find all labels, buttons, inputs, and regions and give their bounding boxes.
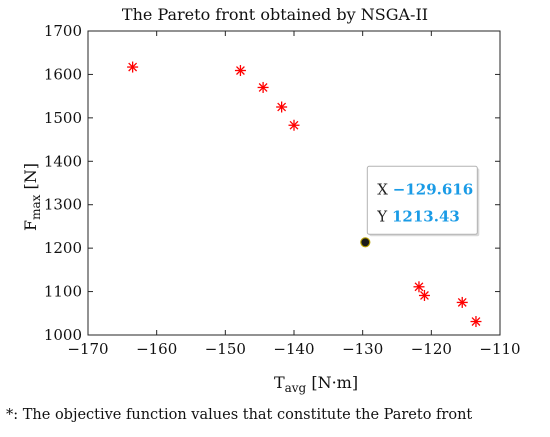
data-points bbox=[127, 61, 482, 328]
datatip-box bbox=[366, 165, 478, 235]
chart-title: The Pareto front obtained by NSGA-II bbox=[122, 5, 428, 24]
x-tick-label: −160 bbox=[136, 340, 177, 358]
y-axis-label: Fmax [N] bbox=[21, 163, 43, 231]
y-tick-label: 1100 bbox=[44, 283, 82, 301]
data-point-asterisk bbox=[288, 119, 300, 131]
y-axis-label-sub: max bbox=[29, 194, 43, 220]
x-tick-label: −130 bbox=[342, 340, 383, 358]
data-point-asterisk bbox=[127, 61, 139, 73]
y-tick-label: 1700 bbox=[44, 22, 82, 40]
x-axis-label: Tavg [N·m] bbox=[274, 373, 358, 395]
axes: −170 −160 −150 −140 −130 −120 −110 1000 1100 1200… bbox=[44, 22, 521, 358]
datatip-y-row-value: 1213.43 bbox=[392, 207, 460, 225]
y-tick-label: 1400 bbox=[44, 152, 82, 170]
footnote: *: The objective function values that co… bbox=[6, 407, 473, 423]
pareto-chart: The Pareto front obtained by NSGA-II Fma… bbox=[21, 5, 521, 395]
y-tick-label: 1600 bbox=[44, 65, 82, 83]
y-tick-label: 1000 bbox=[44, 326, 82, 344]
y-axis-label-main: F bbox=[21, 220, 40, 231]
data-point-asterisk bbox=[456, 296, 468, 308]
datatip-x-row-label: X bbox=[377, 180, 392, 198]
x-axis-label-unit: [N·m] bbox=[306, 373, 358, 392]
y-tick-label: 1300 bbox=[44, 196, 82, 214]
x-tick-label: −170 bbox=[67, 340, 108, 358]
datatip-y-row-label: Y bbox=[376, 207, 392, 225]
highlighted-data-point bbox=[360, 237, 371, 248]
datatip-x-row: X −129.616 bbox=[377, 180, 473, 198]
data-point-asterisk bbox=[413, 281, 425, 293]
datatip-x-row-value: −129.616 bbox=[393, 180, 473, 198]
x-axis-label-main: T bbox=[274, 373, 285, 392]
x-axis-label-sub: avg bbox=[285, 381, 307, 395]
x-tick-label: −150 bbox=[205, 340, 246, 358]
x-tick-label: −140 bbox=[273, 340, 314, 358]
data-point-asterisk bbox=[276, 101, 288, 113]
data-point-asterisk bbox=[418, 289, 430, 301]
svg-text:Fmax [N]: Fmax [N] bbox=[21, 163, 43, 231]
y-tick-label: 1500 bbox=[44, 109, 82, 127]
y-axis-label-unit: [N] bbox=[21, 163, 40, 195]
x-tick-label: −120 bbox=[411, 340, 452, 358]
datatip-y-row: Y 1213.43 bbox=[376, 207, 460, 225]
data-point-asterisk bbox=[234, 65, 246, 77]
y-tick-label: 1200 bbox=[44, 239, 82, 257]
data-point-asterisk bbox=[257, 81, 269, 93]
data-point-asterisk bbox=[470, 316, 482, 328]
x-tick-label: −110 bbox=[479, 340, 520, 358]
